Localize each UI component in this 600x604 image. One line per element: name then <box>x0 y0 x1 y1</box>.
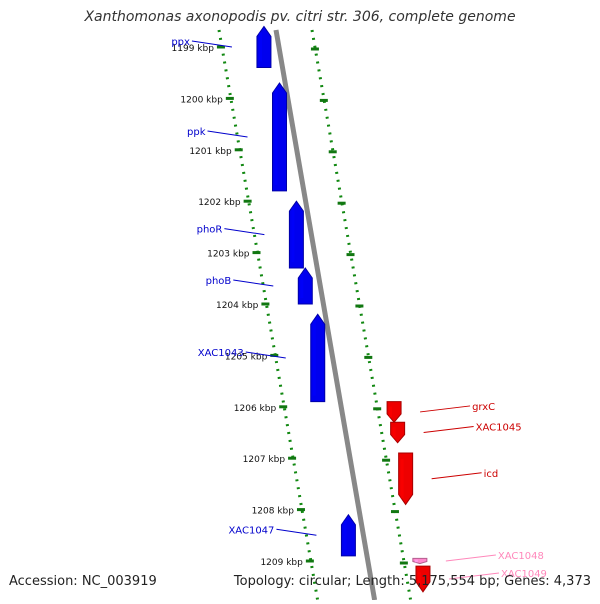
tick-label: 1204 kbp <box>216 301 259 311</box>
tick-label: 1208 kbp <box>252 507 295 517</box>
map-title: Xanthomonas axonopodis pv. citri str. 30… <box>84 9 516 25</box>
label-leader <box>448 572 500 580</box>
tick-label: 1202 kbp <box>198 198 241 208</box>
tick-label: 1207 kbp <box>243 455 286 465</box>
label-leader <box>233 279 274 287</box>
gene-label-ppk: ppk <box>187 127 206 138</box>
gene-label-phob: phoB <box>206 276 232 287</box>
genome-backbone <box>273 29 378 601</box>
gene-label-xac1049: XAC1049 <box>501 569 547 580</box>
gene-highlight <box>312 320 316 396</box>
tick-label: 1205 kbp <box>225 352 268 362</box>
label-leader <box>431 472 482 480</box>
tick-label: 1203 kbp <box>207 250 250 260</box>
gene-label-icd: icd <box>484 469 499 480</box>
gene-highlight <box>389 406 393 418</box>
gene-label-xac1048: XAC1048 <box>498 551 544 562</box>
gene-highlight <box>392 427 396 438</box>
gene-label-xac1043: XAC1043 <box>198 348 244 359</box>
gene-label-xac1045: XAC1045 <box>476 423 522 434</box>
label-leader <box>276 528 317 536</box>
gene-highlight <box>300 274 304 298</box>
label-leader <box>245 351 286 359</box>
gene-highlight <box>400 459 404 499</box>
gene-highlight <box>274 88 278 185</box>
label-leader <box>423 426 474 433</box>
gene-label-xac1047: XAC1047 <box>228 525 274 536</box>
gene-highlight <box>417 572 421 586</box>
gene-label-grxc: grxC <box>472 402 495 413</box>
tick-label: 1201 kbp <box>189 147 232 157</box>
tick-label: 1200 kbp <box>180 95 223 105</box>
left-dotted-guide <box>217 29 320 601</box>
tick-label: 1209 kbp <box>260 558 303 568</box>
label-leader <box>445 554 496 562</box>
topology-label: Topology: circular; Length: 5,175,554 bp… <box>233 574 591 589</box>
gene-label-phor: phoR <box>197 225 223 236</box>
tick-label: 1199 kbp <box>172 44 215 54</box>
gene-highlight <box>414 559 418 563</box>
label-leader <box>224 228 265 236</box>
accession-label: Accession: NC_003919 <box>9 574 157 589</box>
gene-highlight <box>343 520 347 550</box>
gene-highlight <box>291 207 295 263</box>
tick-label: 1206 kbp <box>234 404 277 414</box>
gene-label-ppx: ppx <box>171 37 190 48</box>
label-leader <box>207 130 248 138</box>
label-leader <box>420 405 471 413</box>
label-leader <box>191 40 233 48</box>
gene-highlight <box>258 32 262 62</box>
right-dotted-guide <box>310 29 413 601</box>
